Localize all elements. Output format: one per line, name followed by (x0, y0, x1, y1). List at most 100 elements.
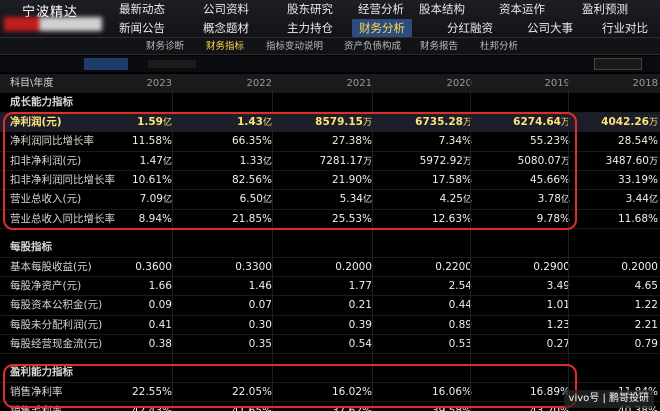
value-unit: 万 (462, 156, 472, 167)
subnav-item-4[interactable]: 资产负债构成 (344, 41, 402, 52)
value-cell: 25.53% (274, 210, 372, 229)
report-period-tab[interactable] (84, 58, 128, 70)
subnav-item-3[interactable]: 指标变动说明 (266, 41, 324, 52)
value-cell: 1.22 (568, 296, 658, 315)
value-cell: 0.3600 (82, 258, 172, 277)
sub-navigation: 财务诊断 财务指标 指标变动说明 资产负债构成 财务报告 杜邦分析 (0, 38, 660, 55)
row-label: 每股净资产(元) (10, 279, 82, 292)
value-number: 5080.07 (517, 154, 561, 167)
table-row[interactable]: 基本每股收益(元) 0.3600 0.3300 0.2000 0.2200 0.2900 0… (0, 258, 660, 277)
value-cell: 0.07 (174, 296, 272, 315)
value-number: 0.39 (348, 318, 372, 331)
value-cell: 28.54% (568, 132, 658, 151)
value-number: 27.38% (331, 135, 372, 148)
table-header: 科目\年度 2023 2022 2021 2020 2019 2018 (0, 74, 660, 94)
value-cell: 0.39 (274, 316, 372, 335)
display-option-button[interactable] (594, 58, 642, 70)
value-number: 0.09 (148, 299, 172, 312)
value-cell: 0.27 (472, 335, 570, 354)
year-header[interactable]: 2022 (246, 78, 272, 89)
value-cell: 1.47亿 (82, 152, 172, 172)
nav-item-3[interactable]: 主力持仓 (287, 21, 333, 35)
subnav-item-6[interactable]: 杜邦分析 (480, 41, 519, 52)
table-row[interactable]: 扣非净利润(元) 1.47亿 1.33亿 7281.17万 5972.92万 5080.0… (0, 152, 660, 171)
value-cell: 0.54 (274, 335, 372, 354)
value-cell: 0.30 (174, 316, 272, 335)
value-cell: 0.89 (374, 316, 472, 335)
value-number: 0.2200 (435, 260, 472, 273)
row-label: 每股资本公积金(元) (10, 299, 103, 312)
section-gap (0, 354, 660, 363)
value-cell: 22.55% (82, 383, 172, 402)
nav-item-5[interactable]: 股本结构 (419, 2, 465, 16)
value-cell: 1.59亿 (82, 113, 172, 133)
value-cell: 6.50亿 (174, 190, 272, 210)
nav-item-4[interactable]: 财务分析 (352, 19, 412, 37)
value-number: 0.38 (148, 338, 172, 351)
nav-item-1[interactable]: 最新动态 (119, 2, 165, 16)
value-cell: 0.79 (568, 335, 658, 354)
watermark: vivo号 | 鹏哥投研 (563, 390, 654, 408)
table-row[interactable]: 每股未分配利润(元) 0.41 0.30 0.39 0.89 1.23 2.21 (0, 316, 660, 336)
section-title-label: 每股指标 (10, 241, 52, 254)
value-cell: 4.25亿 (374, 190, 472, 210)
value-cell: 21.85% (174, 210, 272, 229)
value-cell: 6735.28万 (374, 113, 472, 133)
value-cell: 2.21 (568, 316, 658, 335)
year-header[interactable]: 2019 (544, 78, 570, 89)
value-cell: 2.54 (374, 277, 472, 296)
value-number: 0.79 (634, 338, 658, 351)
subnav-item-1[interactable]: 财务诊断 (146, 41, 185, 52)
value-cell: 0.21 (274, 296, 372, 315)
value-cell: 8.94% (82, 210, 172, 229)
nav-item-7[interactable]: 行业对比 (602, 21, 648, 35)
value-cell: 66.35% (174, 132, 272, 151)
value-number: 22.05% (231, 385, 272, 398)
nav-item-6[interactable]: 资本运作 (499, 2, 545, 16)
year-header[interactable]: 2020 (446, 78, 472, 89)
value-number: 21.85% (231, 212, 272, 225)
subnav-item-5[interactable]: 财务报告 (420, 41, 459, 52)
value-number: 33.19% (617, 173, 658, 186)
table-row[interactable]: 每股资本公积金(元) 0.09 0.07 0.21 0.44 1.01 1.22 (0, 296, 660, 316)
value-unit: 亿 (560, 195, 570, 206)
value-cell: 7.09亿 (82, 190, 172, 210)
table-row[interactable]: 每股经营现金流(元) 0.38 0.35 0.54 0.53 0.27 0.79 (0, 335, 660, 355)
table-row[interactable]: 销售毛利率 42.43% 41.65% 37.62% 39.58% 43.20% 40.38… (0, 402, 660, 411)
value-cell: 3.49 (472, 277, 570, 296)
value-number: 0.2000 (335, 260, 372, 273)
table-row[interactable]: 净利润(元) 1.59亿 1.43亿 8579.15万 6735.28万 6274.64万… (0, 112, 660, 133)
nav-item-4[interactable]: 经营分析 (358, 2, 404, 16)
table-row[interactable]: 净利润同比增长率 11.58% 66.35% 27.38% 7.34% 55.23% 28.… (0, 132, 660, 152)
nav-item-2[interactable]: 公司资料 (203, 2, 249, 16)
table-row[interactable]: 营业总收入(元) 7.09亿 6.50亿 5.34亿 4.25亿 3.78亿 3.44亿 (0, 190, 660, 210)
value-cell: 9.78% (472, 210, 570, 229)
nav-item-5[interactable]: 分红融资 (447, 21, 493, 35)
subnav-item-2[interactable]: 财务指标 (206, 41, 245, 52)
table-row[interactable]: 营业总收入同比增长率 8.94% 21.85% 25.53% 12.63% 9.78% 11… (0, 210, 660, 230)
row-label: 每股未分配利润(元) (10, 318, 103, 331)
nav-item-1[interactable]: 新闻公告 (119, 21, 165, 35)
value-cell: 0.38 (82, 335, 172, 354)
year-header[interactable]: 2023 (146, 78, 172, 89)
value-unit: 万 (648, 117, 658, 128)
nav-item-2[interactable]: 概念题材 (203, 21, 249, 35)
value-number: 1.47 (139, 154, 163, 167)
table-row[interactable]: 每股净资产(元) 1.66 1.46 1.77 2.54 3.49 4.65 (0, 277, 660, 297)
nav-item-7[interactable]: 盈利预测 (582, 2, 628, 16)
value-cell: 1.33亿 (174, 152, 272, 172)
period-tab[interactable] (148, 60, 196, 68)
value-cell: 0.44 (374, 296, 472, 315)
value-cell: 17.58% (374, 171, 472, 190)
table-row[interactable]: 销售净利率22.55%22.05%16.02%16.06%16.89%11.84… (0, 383, 660, 403)
value-number: 0.35 (248, 338, 272, 351)
nav-item-3[interactable]: 股东研究 (287, 2, 333, 16)
section-title: 每股指标 (0, 238, 660, 258)
nav-item-6[interactable]: 公司大事 (527, 21, 573, 35)
year-header[interactable]: 2018 (632, 78, 658, 89)
year-header[interactable]: 2021 (346, 78, 372, 89)
value-cell: 55.23% (472, 132, 570, 151)
value-number: 0.54 (348, 338, 372, 351)
table-row[interactable]: 扣非净利润同比增长率 10.61% 82.56% 21.90% 17.58% 45.66%… (0, 171, 660, 191)
value-unit: 亿 (462, 195, 472, 206)
